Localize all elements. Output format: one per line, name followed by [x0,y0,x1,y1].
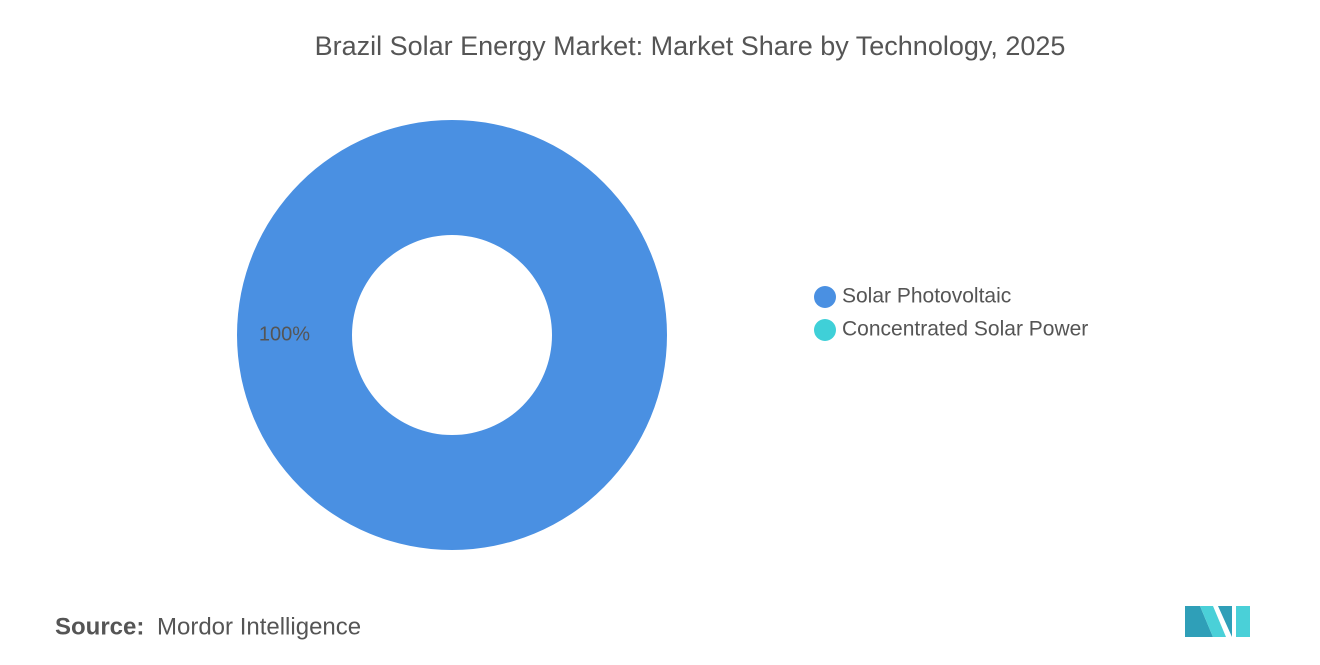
legend-marker [814,286,836,308]
data-label: 100% [259,323,310,345]
donut-slice [237,120,667,550]
legend-marker [814,319,836,341]
logo [1185,606,1250,637]
chart-title: Brazil Solar Energy Market: Market Share… [315,31,1066,61]
legend-label: Solar Photovoltaic [842,285,1011,308]
source: Mordor Intelligence [157,613,361,640]
legend-label: Concentrated Solar Power [842,318,1088,341]
source-label: Source: [55,613,144,640]
